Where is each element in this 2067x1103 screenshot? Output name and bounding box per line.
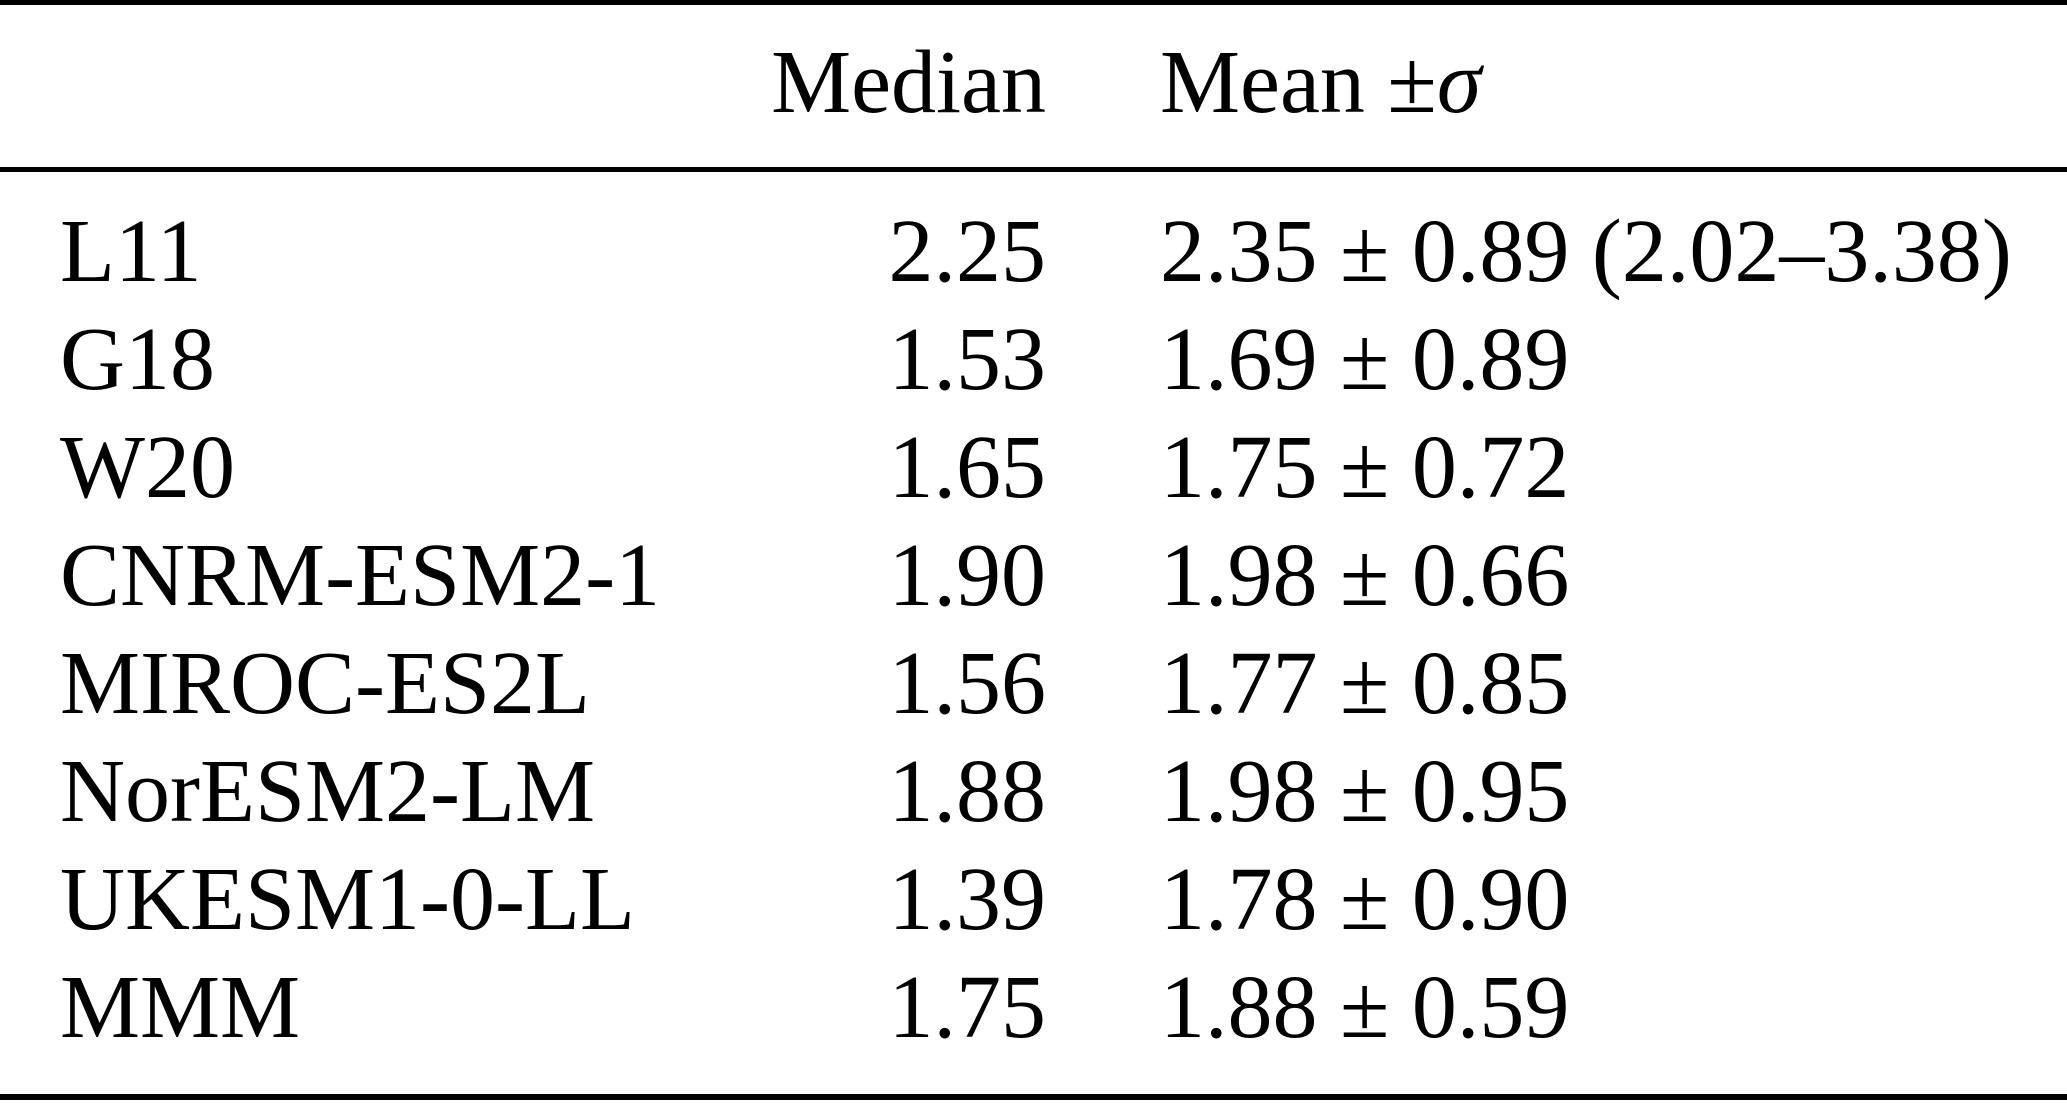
mean-value-cell: 1.78 ± 0.90 [1160,849,1570,949]
table-row: CNRM-ESM2-1 1.90 1.98 ± 0.66 [0,521,2067,629]
model-name-cell: CNRM-ESM2-1 [60,525,661,625]
header-median: Median [771,32,1046,132]
mean-value-cell: 1.77 ± 0.85 [1160,633,1570,733]
median-value-cell: 1.65 [888,417,1047,517]
median-value-cell: 1.75 [888,957,1047,1057]
median-value-cell: 1.90 [888,525,1047,625]
model-name-cell: MMM [60,957,301,1057]
table-mid-rule [0,167,2067,172]
mean-value-cell: 1.98 ± 0.66 [1160,525,1570,625]
table-row: NorESM2-LM 1.88 1.98 ± 0.95 [0,737,2067,845]
table-row: W20 1.65 1.75 ± 0.72 [0,413,2067,521]
median-value-cell: 1.88 [888,741,1047,841]
table-row: MMM 1.75 1.88 ± 0.59 [0,953,2067,1061]
header-mean: Mean ±σ [1046,31,2047,134]
header-mean-prefix: Mean ± [1160,32,1437,132]
table-header-row: Median Mean ±σ [0,5,2067,167]
table-row: MIROC-ES2L 1.56 1.77 ± 0.85 [0,629,2067,737]
model-name-cell: G18 [60,309,215,409]
table-body: L11 2.25 2.35 ± 0.89 (2.02–3.38) G18 1.5… [0,172,2067,1094]
median-value-cell: 1.39 [888,849,1047,949]
model-name-cell: MIROC-ES2L [60,633,591,733]
model-name-cell: L11 [60,201,202,301]
model-name-cell: UKESM1-0-LL [60,849,635,949]
mean-value-cell: 1.98 ± 0.95 [1160,741,1570,841]
median-value-cell: 2.25 [888,201,1047,301]
mean-value-cell: 2.35 ± 0.89 (2.02–3.38) [1160,201,2012,301]
table-top-rule [0,0,2067,5]
model-name-cell: W20 [60,417,235,517]
table-row: UKESM1-0-LL 1.39 1.78 ± 0.90 [0,845,2067,953]
sigma-symbol: σ [1436,32,1482,132]
model-name-cell: NorESM2-LM [60,741,595,841]
table-row: L11 2.25 2.35 ± 0.89 (2.02–3.38) [0,197,2067,305]
mean-value-cell: 1.69 ± 0.89 [1160,309,1570,409]
table-bottom-rule [0,1094,2067,1100]
mean-value-cell: 1.88 ± 0.59 [1160,957,1570,1057]
median-value-cell: 1.56 [888,633,1047,733]
median-value-cell: 1.53 [888,309,1047,409]
mean-value-cell: 1.75 ± 0.72 [1160,417,1570,517]
table-row: G18 1.53 1.69 ± 0.89 [0,305,2067,413]
